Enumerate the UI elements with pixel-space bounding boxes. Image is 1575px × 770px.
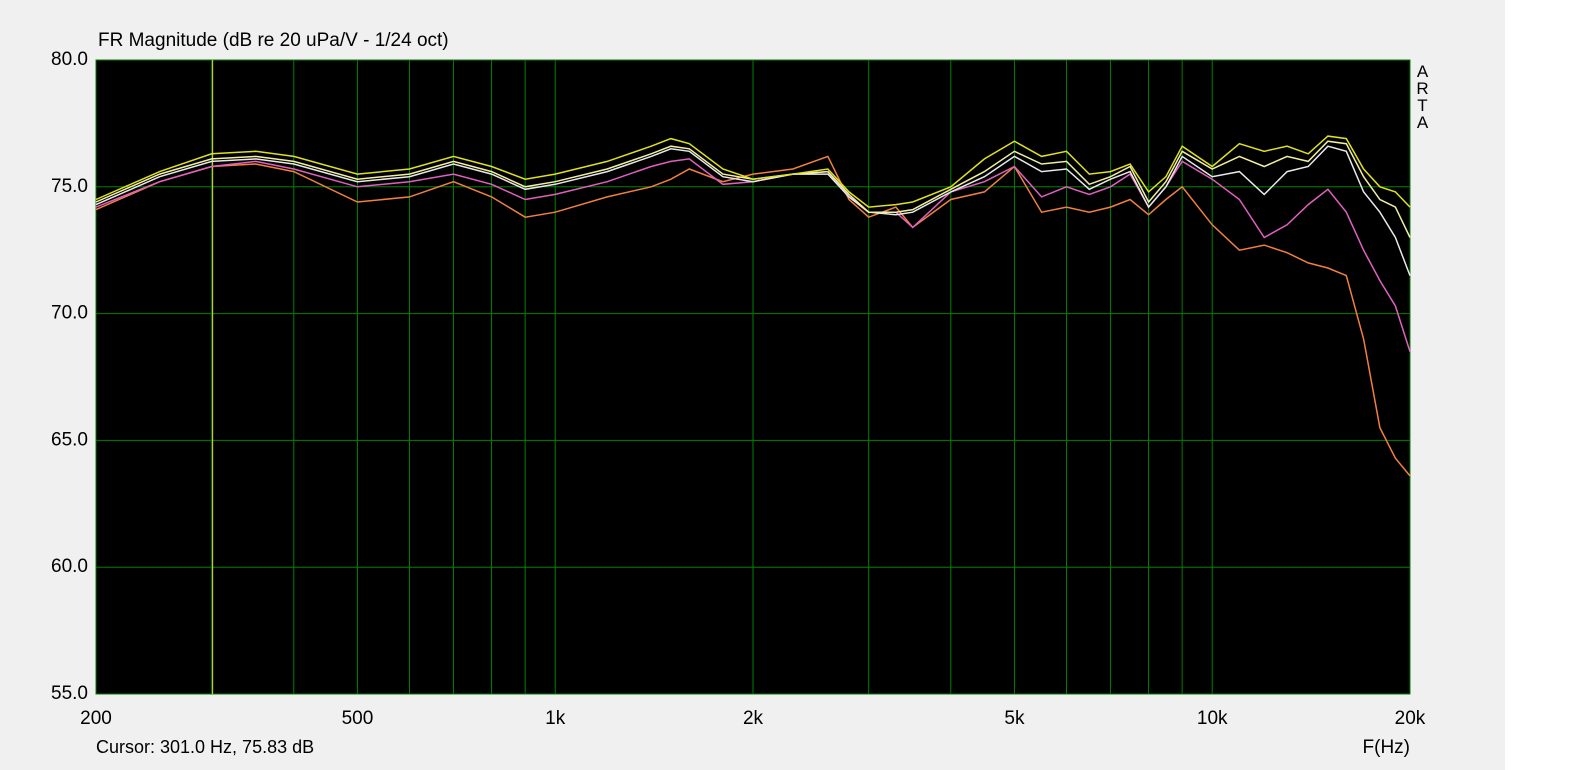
x-tick-label: 200: [80, 708, 112, 729]
plot-border: [95, 59, 1411, 695]
x-tick-label: 500: [342, 708, 374, 729]
series-line: [95, 158, 1411, 352]
x-axis-label: F(Hz): [1363, 737, 1410, 758]
y-tick-label: 75.0: [51, 176, 88, 197]
x-tick-label: 5k: [1004, 708, 1025, 729]
x-tick-label: 1k: [545, 708, 566, 729]
series-line: [95, 135, 1411, 208]
x-tick-label: 2k: [743, 708, 764, 729]
series-line: [95, 140, 1411, 238]
x-tick-label: 10k: [1197, 708, 1228, 729]
y-tick-label: 80.0: [51, 49, 88, 70]
series-line: [95, 145, 1411, 276]
y-tick-label: 60.0: [51, 556, 88, 577]
cursor-readout: Cursor: 301.0 Hz, 75.83 dB: [96, 737, 314, 757]
y-tick-label: 70.0: [51, 303, 88, 324]
y-tick-label: 65.0: [51, 429, 88, 450]
chart-title: FR Magnitude (dB re 20 uPa/V - 1/24 oct): [98, 30, 449, 51]
y-tick-label: 55.0: [51, 683, 88, 704]
watermark: ARTA: [1413, 62, 1432, 130]
x-tick-label: 20k: [1395, 708, 1426, 729]
